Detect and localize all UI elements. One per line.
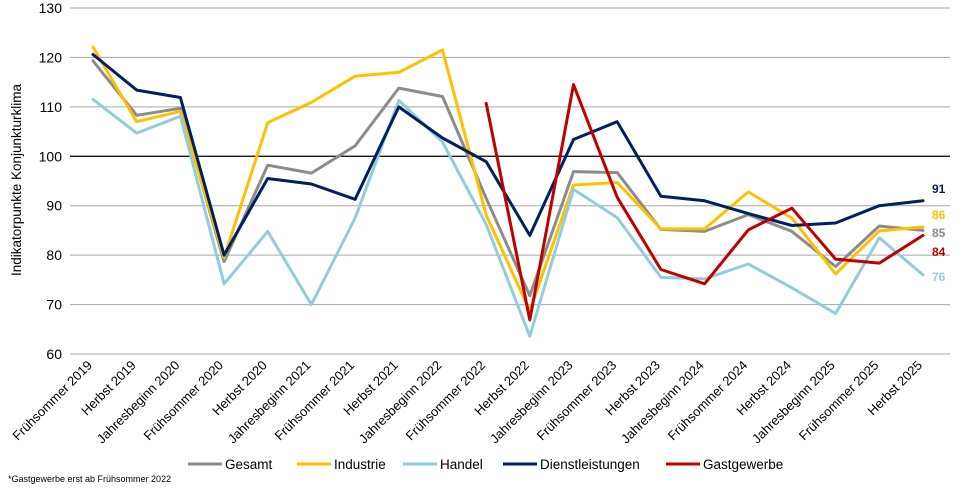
y-tick-label: 130	[39, 0, 63, 16]
x-tick-label: Frühsommer 2023	[534, 358, 620, 444]
y-tick-label: 110	[40, 99, 63, 115]
end-label-handel: 76	[932, 270, 946, 284]
x-tick-label: Jahresbeginn 2025	[749, 358, 838, 447]
x-tick-label: Jahresbeginn 2023	[487, 358, 576, 447]
legend-label-handel: Handel	[440, 457, 483, 472]
y-axis-ticks: 60 70 80 90 100 110 120 130	[39, 0, 63, 362]
legend-label-gesamt: Gesamt	[225, 457, 273, 472]
x-tick-label: Frühsommer 2021	[272, 358, 358, 444]
x-tick-label: Jahresbeginn 2021	[225, 358, 314, 447]
end-label-gastgewerbe: 84	[932, 245, 946, 259]
y-tick-label: 80	[46, 247, 62, 263]
end-label-dienstleistungen: 91	[932, 182, 946, 196]
x-tick-label: Frühsommer 2024	[665, 358, 751, 444]
legend-label-industrie: Industrie	[334, 457, 386, 472]
y-axis-label: Indikatorpunkte Konjunkturklima	[9, 83, 24, 276]
legend-label-dienstleistungen: Dienstleistungen	[540, 457, 640, 472]
legend: Gesamt Industrie Handel Dienstleistungen Gas…	[188, 457, 783, 472]
series-line-gastgewerbe	[484, 83, 925, 322]
footnote: *Gastgewerbe erst ab Frühsommer 2022	[8, 474, 172, 484]
series-line-dienstleistungen	[91, 53, 925, 257]
x-tick-label: Frühsommer 2022	[403, 358, 489, 444]
y-tick-label: 100	[39, 148, 63, 164]
x-tick-label: Jahresbeginn 2022	[356, 358, 445, 447]
x-tick-label: Jahresbeginn 2020	[94, 358, 183, 447]
x-tick-label: Frühsommer 2020	[140, 358, 226, 444]
x-tick-label: Jahresbeginn 2024	[618, 358, 707, 447]
series-line-industrie	[91, 45, 925, 313]
y-tick-label: 90	[46, 198, 62, 214]
series-lines	[91, 45, 925, 338]
end-labels: 85 86 76 91 84	[932, 182, 946, 284]
y-tick-label: 120	[39, 49, 63, 65]
x-tick-label: Frühsommer 2025	[796, 358, 882, 444]
x-tick-label: Frühsommer 2019	[9, 358, 95, 444]
y-tick-label: 70	[46, 297, 62, 313]
series-line-gesamt	[91, 59, 925, 298]
legend-label-gastgewerbe: Gastgewerbe	[703, 457, 783, 472]
end-label-industrie: 86	[932, 208, 946, 222]
series-line-handel	[91, 97, 925, 338]
end-label-gesamt: 85	[932, 226, 946, 240]
y-tick-label: 60	[46, 346, 62, 362]
